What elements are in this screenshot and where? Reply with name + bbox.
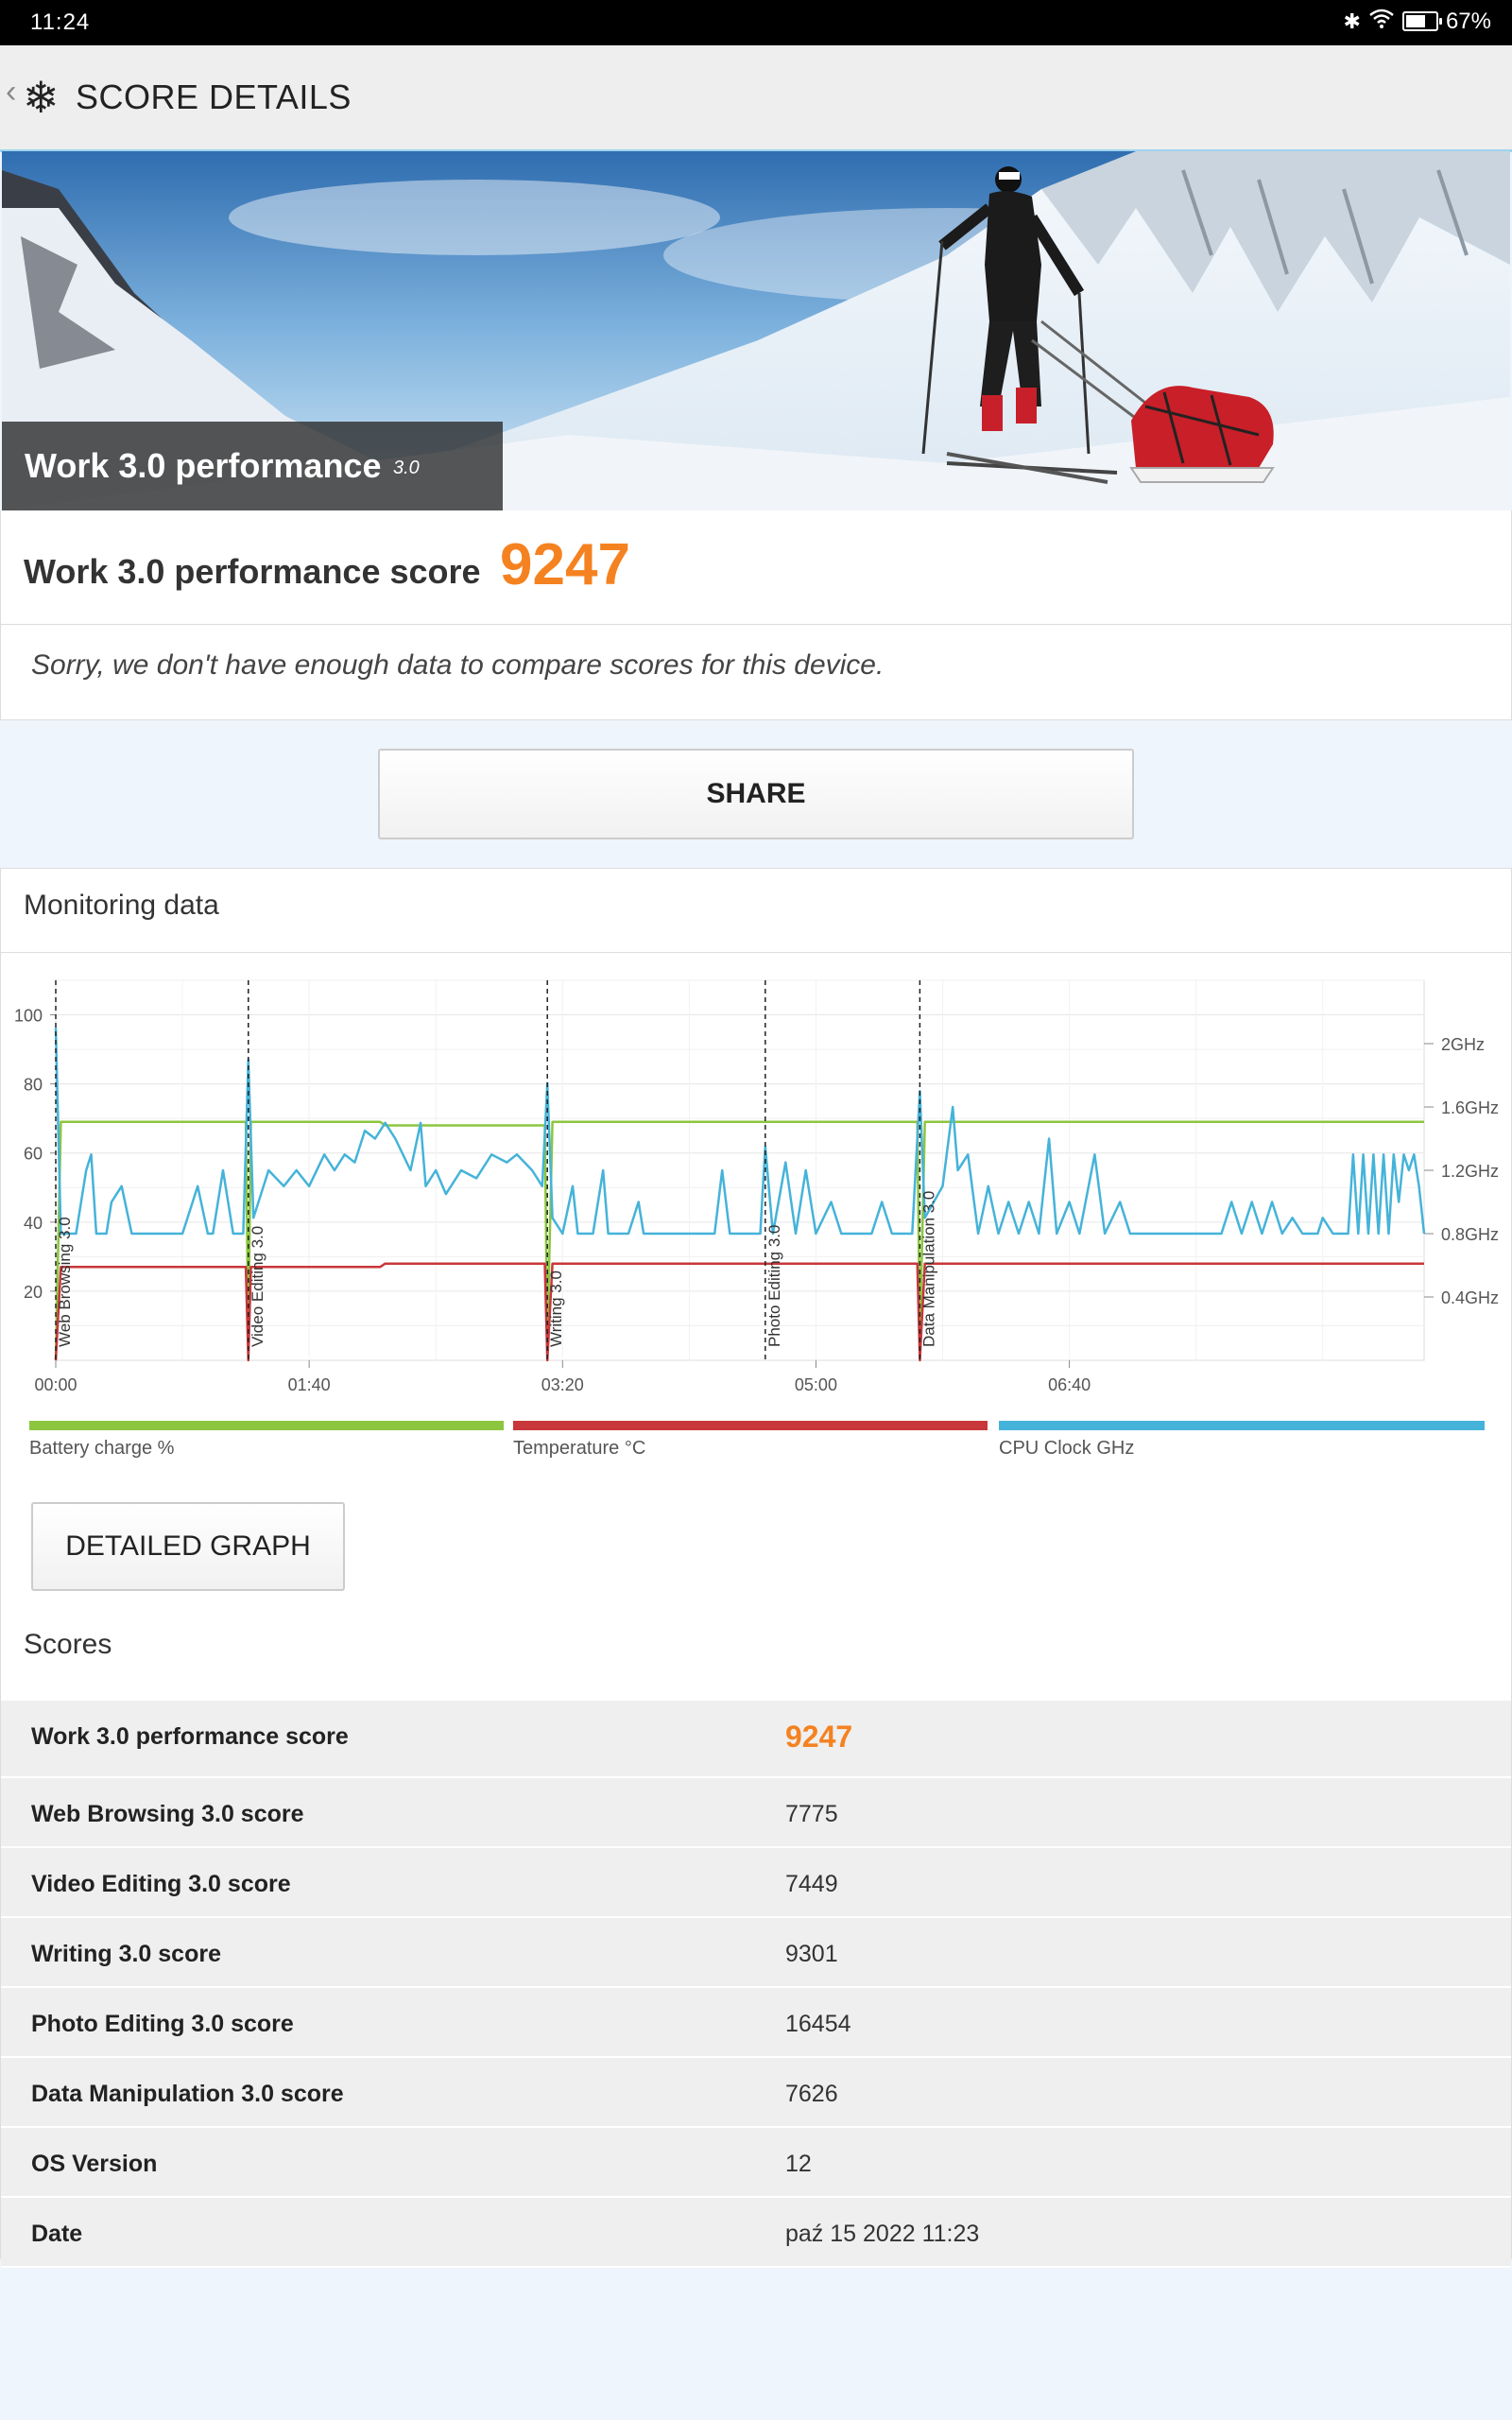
table-row: Writing 3.0 score 9301 <box>1 1918 1511 1988</box>
table-row: Data Manipulation 3.0 score 7626 <box>1 2058 1511 2128</box>
score-value: 9247 <box>500 532 630 597</box>
test-marker-label: Web Browsing 3.0 <box>56 1217 74 1347</box>
x-tick-label: 06:40 <box>1048 1375 1091 1394</box>
x-tick-label: 03:20 <box>541 1375 584 1394</box>
hero-version: 3.0 <box>393 458 420 478</box>
test-marker-label: Photo Editing 3.0 <box>765 1225 783 1347</box>
score-row-label: OS Version <box>31 2151 158 2177</box>
x-tick-label: 00:00 <box>34 1375 77 1394</box>
y-left-tick-label: 100 <box>14 1007 43 1026</box>
legend-battery: Battery charge % <box>29 1421 504 1460</box>
y-right-tick-label: 0.8GHz <box>1441 1225 1499 1244</box>
bluetooth-icon: ✱ <box>1343 9 1361 33</box>
battery-icon <box>1401 11 1442 31</box>
y-right-tick-label: 1.6GHz <box>1441 1098 1499 1117</box>
y-left-tick-label: 20 <box>24 1283 43 1302</box>
legend-temperature-swatch <box>513 1421 988 1430</box>
table-row: OS Version 12 <box>1 2128 1511 2198</box>
wifi-icon <box>1368 8 1395 35</box>
cpu-series-line <box>54 1028 1426 1236</box>
monitoring-title: Monitoring data <box>24 890 219 921</box>
hero-title: Work 3.0 performance <box>25 446 382 485</box>
score-row-label: Photo Editing 3.0 score <box>31 2011 294 2037</box>
x-tick-label: 01:40 <box>288 1375 331 1394</box>
legend-cpu-swatch <box>999 1421 1485 1430</box>
score-row-label: Web Browsing 3.0 score <box>31 1801 304 1827</box>
score-row-value: 7775 <box>785 1801 838 1827</box>
divider <box>1 952 1511 953</box>
score-row-value: paź 15 2022 11:23 <box>785 2221 980 2247</box>
score-label: Work 3.0 performance score <box>24 552 481 591</box>
score-card: Work 3.0 performance score 9247 <box>0 510 1512 625</box>
battery-percent: 67% <box>1445 8 1491 34</box>
y-right-tick-label: 0.4GHz <box>1441 1288 1499 1307</box>
table-row: Photo Editing 3.0 score 16454 <box>1 1988 1511 2058</box>
table-row: Work 3.0 performance score 9247 <box>1 1701 1511 1778</box>
test-marker-label: Video Editing 3.0 <box>249 1226 266 1347</box>
y-left-tick-label: 40 <box>24 1214 43 1233</box>
x-tick-label: 05:00 <box>795 1375 837 1394</box>
skier-illustration <box>2 151 1510 510</box>
table-row: Date paź 15 2022 11:23 <box>1 2198 1511 2268</box>
y-left-tick-label: 80 <box>24 1076 43 1095</box>
snowflake-logo-icon[interactable]: ❄ <box>23 73 60 122</box>
app-bar: ‹ ❄ SCORE DETAILS <box>0 45 1512 152</box>
scores-table: Work 3.0 performance score 9247 Web Browsi… <box>1 1701 1511 2268</box>
share-button[interactable]: SHARE <box>378 749 1134 839</box>
legend-battery-swatch <box>29 1421 504 1430</box>
legend-temperature: Temperature °C <box>513 1421 988 1460</box>
score-row-value: 12 <box>785 2151 812 2177</box>
monitoring-card: Monitoring data 100 80 60 40 20 2GHz 1.6GHz 1.2… <box>0 868 1512 2268</box>
detailed-graph-button[interactable]: DETAILED GRAPH <box>31 1502 345 1591</box>
score-row-label: Writing 3.0 score <box>31 1941 221 1967</box>
hero-image: Work 3.0 performance 3.0 <box>2 151 1510 510</box>
compare-note: Sorry, we don't have enough data to comp… <box>31 649 885 681</box>
score-row-value: 7449 <box>785 1871 838 1897</box>
legend-cpu-label: CPU Clock GHz <box>999 1438 1135 1459</box>
y-right-tick-label: 1.2GHz <box>1441 1162 1499 1181</box>
hero-banner: Work 3.0 performance 3.0 <box>2 422 503 510</box>
legend-temperature-label: Temperature °C <box>513 1438 646 1459</box>
score-row-label: Data Manipulation 3.0 score <box>31 2081 344 2107</box>
score-row-value: 16454 <box>785 2011 851 2037</box>
score-row-label: Work 3.0 performance score <box>31 1723 349 1750</box>
table-row: Video Editing 3.0 score 7449 <box>1 1848 1511 1918</box>
status-icons: ✱ 67% <box>1344 8 1491 35</box>
legend-battery-label: Battery charge % <box>29 1438 175 1459</box>
legend-cpu: CPU Clock GHz <box>999 1421 1485 1460</box>
score-row-value: 9301 <box>785 1941 838 1967</box>
test-marker-label: Data Manipulation 3.0 <box>919 1191 937 1347</box>
y-right-tick-label: 2GHz <box>1441 1035 1485 1054</box>
test-marker-label: Writing 3.0 <box>547 1270 565 1347</box>
score-row-label: Video Editing 3.0 score <box>31 1871 291 1897</box>
score-row-label: Date <box>31 2221 83 2247</box>
table-row: Web Browsing 3.0 score 7775 <box>1 1778 1511 1848</box>
back-chevron-icon[interactable]: ‹ <box>6 74 17 110</box>
scores-title: Scores <box>24 1629 112 1660</box>
compare-card: Sorry, we don't have enough data to comp… <box>0 624 1512 720</box>
temperature-series-line <box>54 1262 1424 1362</box>
monitoring-chart: 100 80 60 40 20 2GHz 1.6GHz 1.2GHz 0.8GHz 0.4GHz 0… <box>14 979 1499 1394</box>
status-bar: 11:24 ✱ 67% <box>0 0 1512 45</box>
status-time: 11:24 <box>30 9 91 35</box>
detailed-graph-label: DETAILED GRAPH <box>65 1530 311 1562</box>
share-label: SHARE <box>706 778 806 809</box>
page-title: SCORE DETAILS <box>76 78 352 116</box>
score-row-value: 9247 <box>785 1720 853 1754</box>
score-row-value: 7626 <box>785 2081 838 2107</box>
y-left-tick-label: 60 <box>24 1145 43 1164</box>
